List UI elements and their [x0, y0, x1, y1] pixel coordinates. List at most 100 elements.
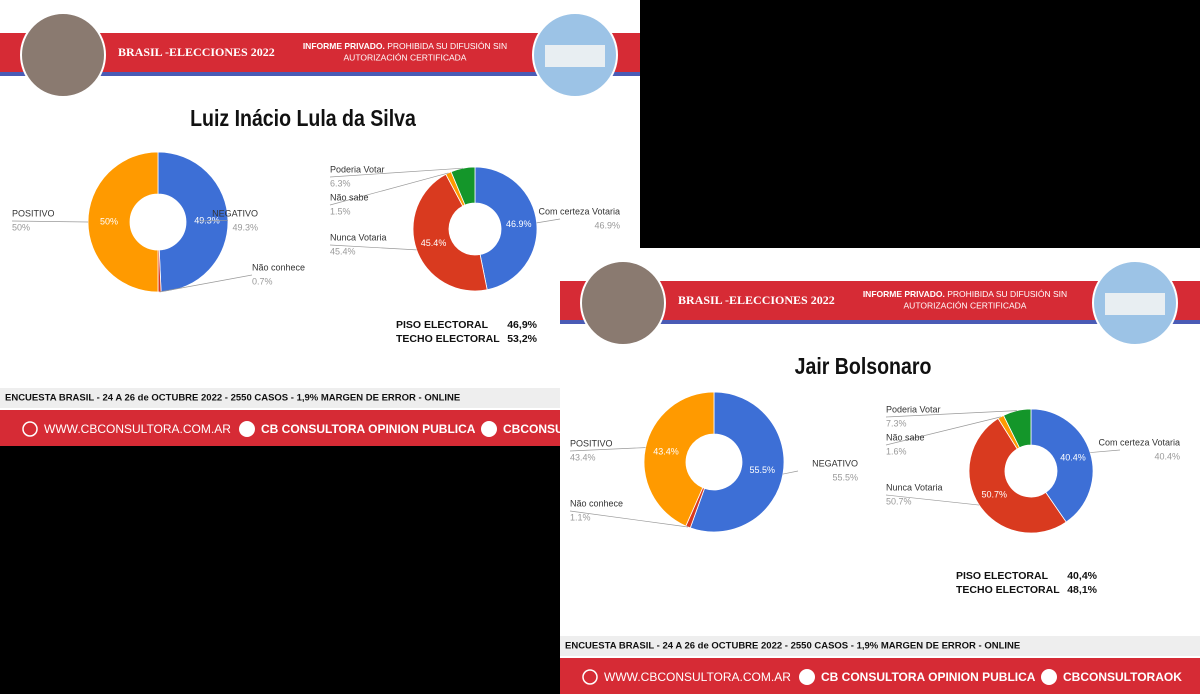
slice-label: 45.4%: [421, 238, 447, 248]
leader-line: [329, 167, 463, 178]
category-label: NEGATIVO: [212, 208, 258, 218]
leader-line: [329, 244, 417, 251]
techo-value: 53,2%: [507, 333, 537, 345]
piso-label: PISO ELECTORAL: [396, 319, 489, 331]
piso-value: 46,9%: [507, 319, 537, 331]
donut-slice: [689, 391, 785, 533]
category-label: POSITIVO: [12, 208, 55, 218]
facebook-icon: [799, 669, 815, 685]
header-title: BRASIL -ELECCIONES 2022: [678, 293, 835, 307]
candidate-photo: [20, 12, 106, 98]
notice: INFORME PRIVADO. PROHIBIDA SU DIFUSIÓN S…: [863, 289, 1067, 299]
twitter-handle: CBCONSULTORAOK: [1063, 670, 1182, 684]
candidate-name: Luiz Inácio Lula da Silva: [190, 106, 416, 132]
leader-line: [197, 220, 228, 222]
leader-line: [536, 218, 561, 224]
category-value: 43.4%: [570, 452, 596, 462]
slide: BRASIL -ELECCIONES 2022 INFORME PRIVADO. …: [0, 0, 640, 446]
slice-label: 50%: [100, 216, 118, 226]
category-value: 40.4%: [1154, 451, 1180, 461]
leader-line: [569, 447, 646, 452]
leader-line: [159, 274, 253, 293]
survey-note: ENCUESTA BRASIL - 24 A 26 de OCTUBRE 202…: [565, 641, 1020, 652]
facebook-icon: [239, 421, 255, 437]
category-label: Poderia Votar: [330, 164, 385, 174]
donut-slice: [157, 151, 229, 293]
leader-line: [11, 220, 89, 223]
candidate-name: Jair Bolsonaro: [795, 354, 932, 380]
donut-slice: [968, 417, 1067, 534]
web-link: WWW.CBCONSULTORA.COM.AR: [44, 422, 231, 436]
donut-slice: [87, 151, 159, 293]
category-value: 50.7%: [886, 496, 912, 506]
building: [1105, 293, 1165, 315]
category-label: Não sabe: [330, 192, 369, 202]
leader-line: [885, 416, 1001, 446]
slide: BRASIL -ELECCIONES 2022 INFORME PRIVADO. …: [560, 248, 1200, 694]
category-value: 46.9%: [594, 220, 620, 230]
category-value: 1.6%: [886, 446, 907, 456]
category-value: 0.7%: [252, 276, 273, 286]
category-value: 55.5%: [832, 472, 858, 482]
notice-line: AUTORIZACIÓN CERTIFICADA: [344, 52, 467, 62]
category-label: POSITIVO: [570, 438, 613, 448]
category-value: 49.3%: [232, 222, 258, 232]
building: [545, 45, 605, 67]
donut-slice: [412, 173, 488, 292]
category-label: Não sabe: [886, 432, 925, 442]
piso-value: 40,4%: [1067, 570, 1097, 582]
category-label: Não conhece: [252, 262, 305, 272]
category-value: 7.3%: [886, 418, 907, 428]
notice-line: AUTORIZACIÓN CERTIFICADA: [904, 300, 1027, 310]
donut-slice: [450, 166, 476, 206]
category-value: 1.1%: [570, 512, 591, 522]
facebook-name: CB CONSULTORA OPINION PUBLICA: [261, 422, 476, 436]
leader-line: [1090, 449, 1121, 453]
category-value: 45.4%: [330, 246, 356, 256]
piso-label: PISO ELECTORAL: [956, 570, 1049, 582]
notice: INFORME PRIVADO. PROHIBIDA SU DIFUSIÓN S…: [303, 41, 507, 51]
techo-value: 48,1%: [1067, 584, 1097, 596]
category-label: Poderia Votar: [886, 404, 941, 414]
header-stripe: [0, 72, 640, 76]
donut-slice: [1030, 408, 1094, 523]
web-link: WWW.CBCONSULTORA.COM.AR: [604, 670, 791, 684]
notice-bold: INFORME PRIVADO.: [303, 41, 385, 51]
slice-label: 49.3%: [194, 215, 220, 225]
donut-slice: [474, 166, 538, 291]
twitter-icon: [1041, 669, 1057, 685]
header-stripe: [560, 320, 1200, 324]
footer-strip: [0, 388, 640, 408]
slice-label: 40.4%: [1060, 452, 1086, 462]
category-label: Com certeza Votaria: [1098, 437, 1180, 447]
leader-line: [782, 470, 799, 475]
leader-line: [569, 510, 689, 528]
footer-band: [0, 410, 640, 446]
category-label: Com certeza Votaria: [538, 206, 620, 216]
leader-line: [885, 494, 980, 506]
category-label: NEGATIVO: [812, 458, 858, 468]
slice-label: 55.5%: [750, 465, 776, 475]
facebook-name: CB CONSULTORA OPINION PUBLICA: [821, 670, 1036, 684]
donut-slice: [643, 391, 715, 527]
category-value: 50%: [12, 222, 30, 232]
twitter-icon: [481, 421, 497, 437]
survey-note: ENCUESTA BRASIL - 24 A 26 de OCTUBRE 202…: [5, 393, 460, 404]
donut-slice: [1003, 408, 1032, 449]
category-label: Não conhece: [570, 498, 623, 508]
category-value: 1.5%: [330, 206, 351, 216]
footer-strip: [560, 636, 1200, 656]
web-icon: [22, 421, 38, 437]
slice-label: 43.4%: [653, 446, 679, 456]
category-label: Nunca Votaria: [330, 232, 387, 242]
footer-band: [560, 658, 1200, 694]
notice-text: PROHIBIDA SU DIFUSIÓN SIN: [947, 289, 1067, 299]
category-label: Nunca Votaria: [886, 482, 943, 492]
techo-label: TECHO ELECTORAL: [956, 584, 1060, 596]
header-title: BRASIL -ELECCIONES 2022: [118, 45, 275, 59]
notice-text: PROHIBIDA SU DIFUSIÓN SIN: [387, 41, 507, 51]
leader-line: [329, 172, 449, 206]
candidate-photo: [580, 260, 666, 346]
notice-bold: INFORME PRIVADO.: [863, 289, 945, 299]
